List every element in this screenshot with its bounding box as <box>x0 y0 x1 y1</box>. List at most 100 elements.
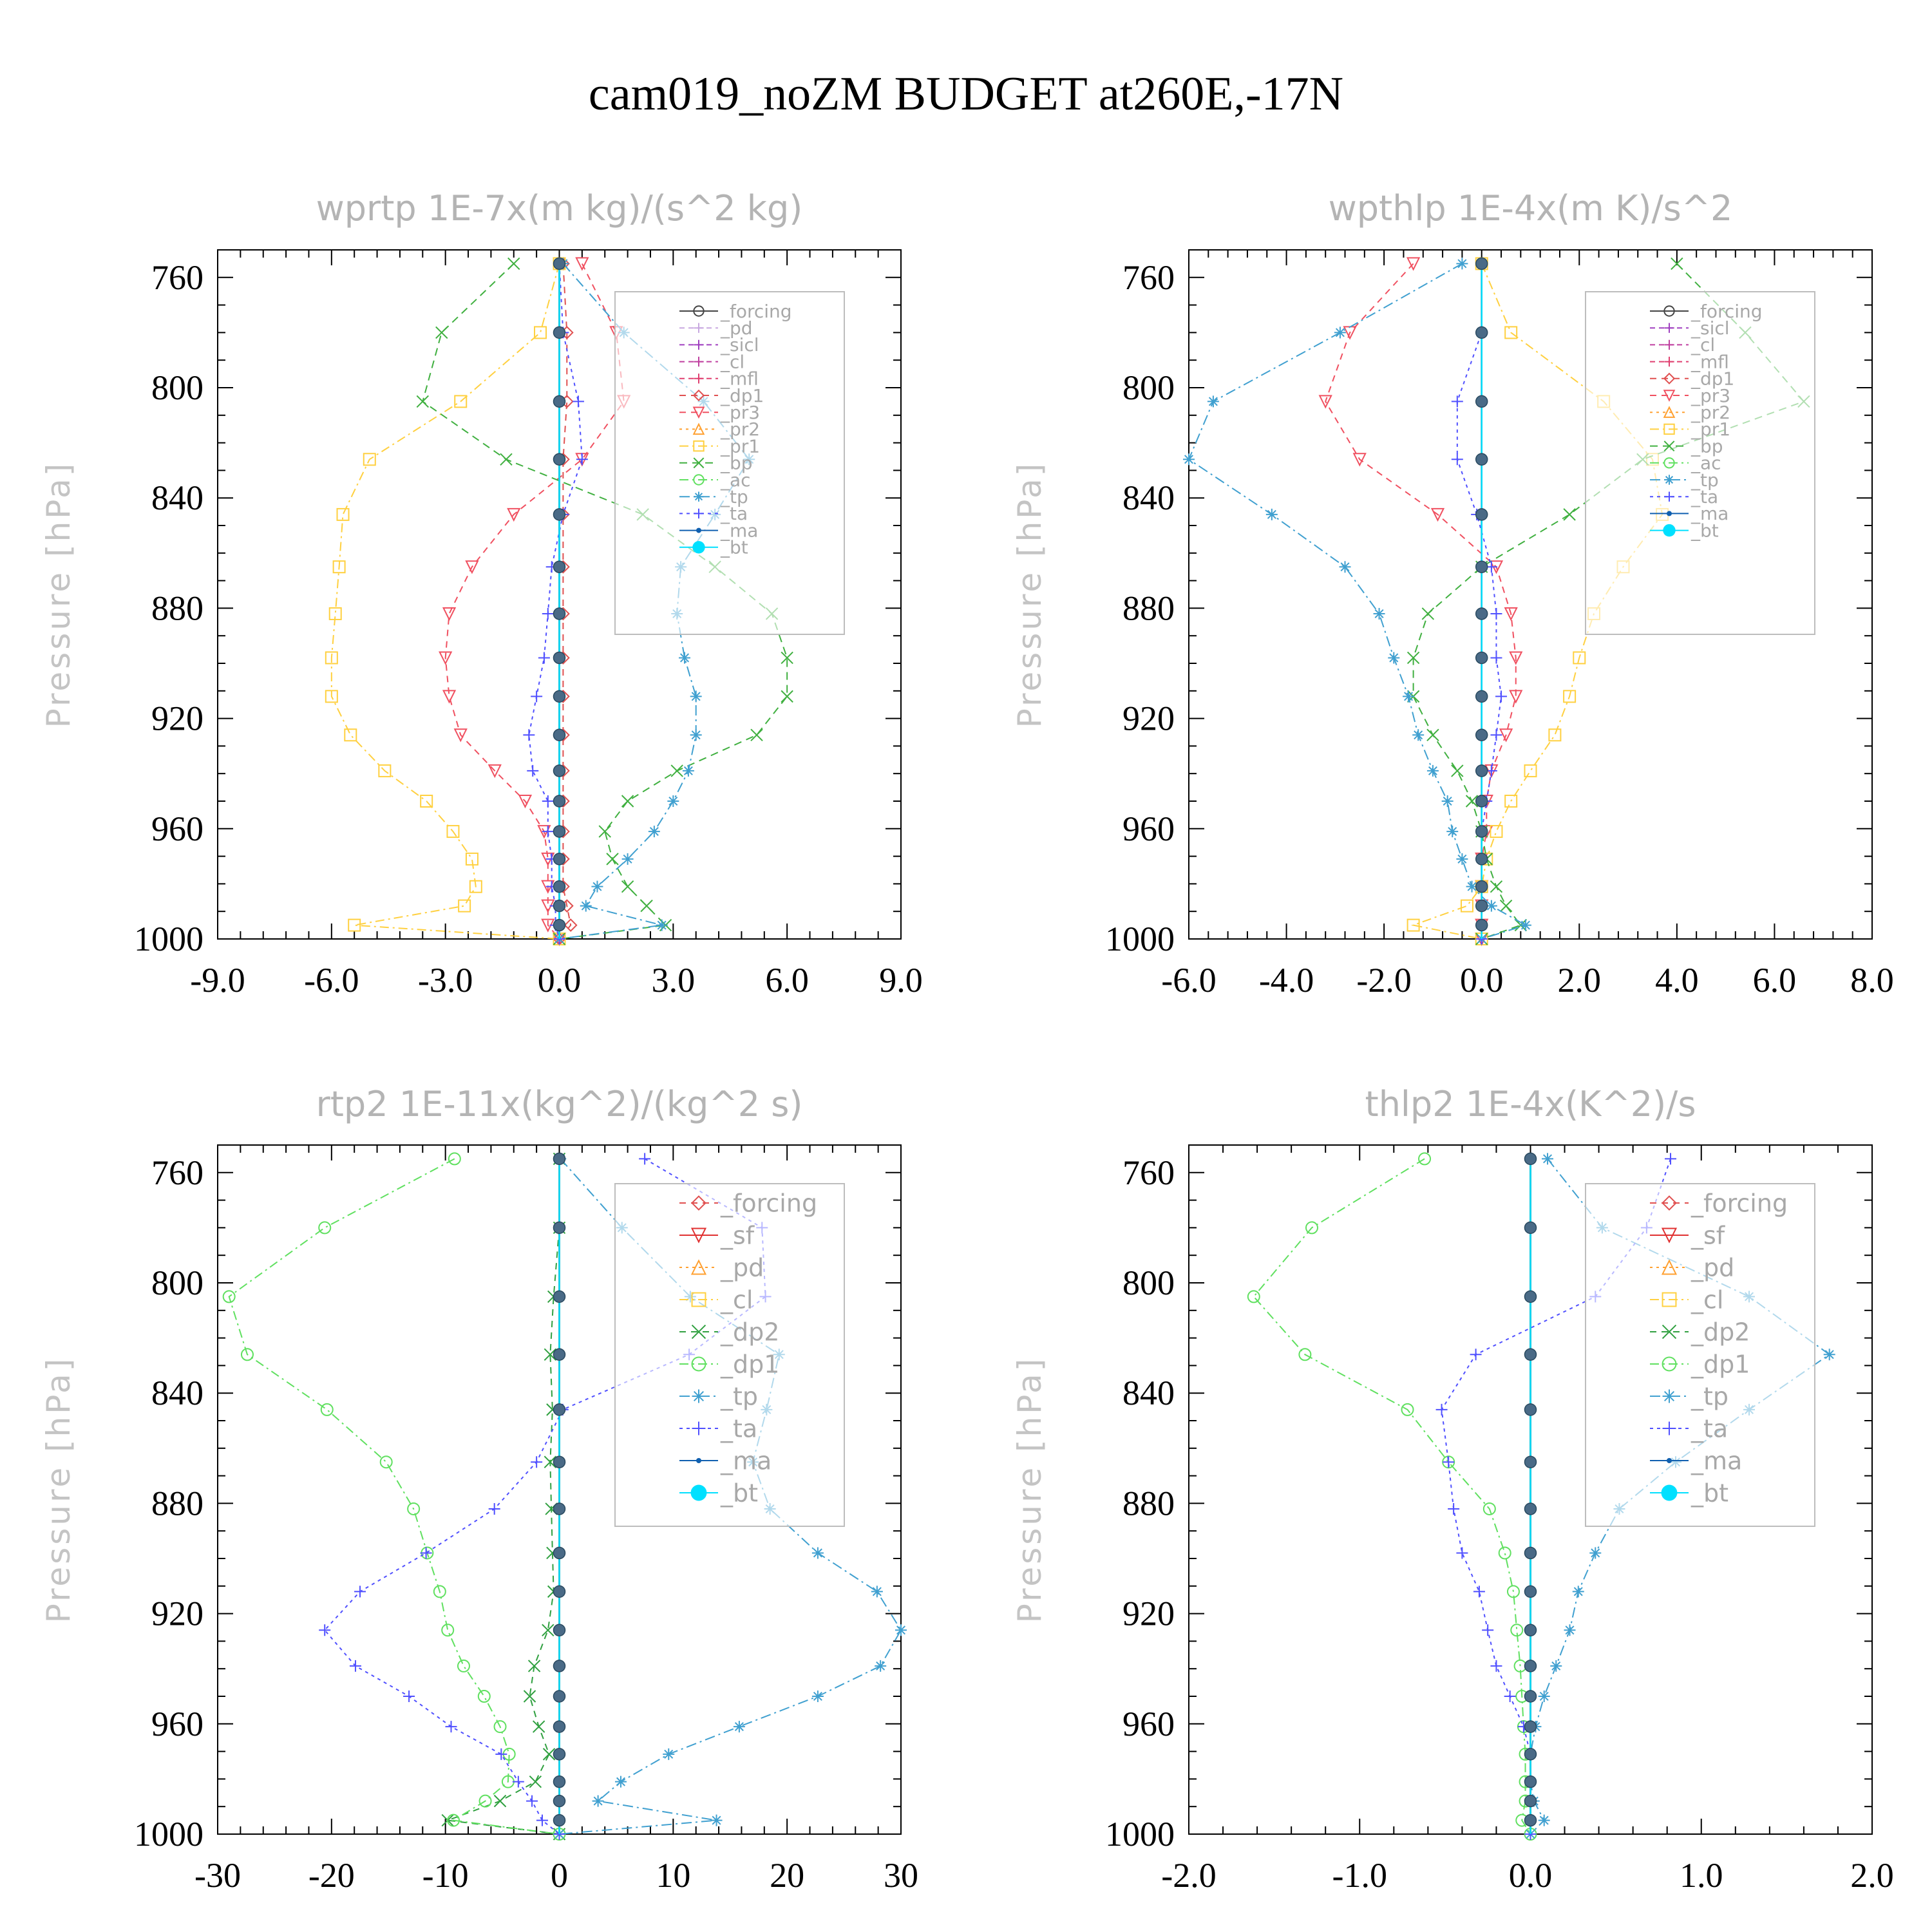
legend-label: _forcing <box>1690 301 1763 322</box>
series-line <box>1325 263 1517 939</box>
legend-label: _bt <box>1690 1479 1728 1507</box>
data-point <box>1524 1748 1537 1761</box>
data-point <box>576 453 588 466</box>
data-point <box>439 651 453 665</box>
series-pr3 <box>439 257 631 947</box>
data-point <box>1183 453 1195 466</box>
data-point <box>1524 1814 1537 1827</box>
data-point <box>1475 508 1488 521</box>
x-tick-label: -3.0 <box>418 961 473 999</box>
data-point <box>1265 508 1278 520</box>
data-point <box>447 1814 460 1827</box>
legend-marker <box>1661 1259 1678 1275</box>
legend-marker <box>694 356 704 367</box>
legend-marker <box>696 527 701 533</box>
data-point <box>621 795 634 808</box>
x-tick-label: 10 <box>656 1856 690 1895</box>
data-point <box>1542 1153 1554 1165</box>
legend-marker <box>1662 1195 1677 1211</box>
data-point <box>690 690 702 703</box>
panel-title: thlp2 1E-4x(K^2)/s <box>1365 1084 1696 1124</box>
data-point <box>1451 395 1463 408</box>
data-point <box>1412 729 1425 741</box>
data-point <box>495 1748 507 1760</box>
data-point <box>420 795 433 808</box>
y-tick-label: 1000 <box>134 1815 204 1853</box>
panel-rtp2: rtp2 1E-11x(kg^2)/(kg^2 s) Pressure [hPa]… <box>40 1084 918 1895</box>
y-tick-label: 960 <box>1122 1705 1175 1743</box>
data-point <box>445 1721 457 1733</box>
data-point <box>553 1775 566 1788</box>
data-point <box>478 1794 492 1808</box>
y-tick-label: 840 <box>1122 478 1175 517</box>
data-point <box>682 764 694 777</box>
data-point <box>363 453 376 466</box>
data-point <box>531 690 543 703</box>
data-point <box>811 1690 824 1702</box>
legend-label: _pr1 <box>720 435 760 457</box>
data-point <box>1509 651 1523 665</box>
data-point <box>1504 795 1518 808</box>
data-point <box>1334 327 1346 339</box>
data-point <box>469 880 482 893</box>
zero-line-markers <box>553 1152 566 1827</box>
legend-label: _bp <box>720 453 753 474</box>
data-point <box>325 651 338 665</box>
legend-box <box>614 1183 845 1527</box>
data-point <box>591 880 603 893</box>
data-point <box>1475 795 1488 808</box>
y-tick-label: 760 <box>151 258 204 297</box>
data-point <box>534 326 547 339</box>
data-point <box>442 690 457 704</box>
y-tick-label: 880 <box>151 589 204 627</box>
legend-marker <box>1663 305 1675 317</box>
data-point <box>1510 1624 1524 1637</box>
data-point <box>1298 1348 1312 1361</box>
data-point <box>1451 453 1463 466</box>
legend-marker <box>694 374 704 384</box>
data-point <box>1456 1547 1468 1559</box>
data-point <box>1456 853 1468 865</box>
data-point <box>1490 607 1502 620</box>
data-point <box>690 729 702 741</box>
data-point <box>1548 728 1562 742</box>
x-tick-label: 0.0 <box>538 961 582 999</box>
data-point <box>1485 900 1497 912</box>
data-point <box>1388 652 1400 664</box>
legend-label: _sf <box>1690 1221 1726 1249</box>
x-tick-label: 8.0 <box>1850 961 1894 999</box>
data-point <box>348 918 361 932</box>
series-tp <box>1183 258 1531 945</box>
data-point <box>553 453 566 466</box>
data-point <box>553 764 566 777</box>
data-point <box>1589 1547 1602 1559</box>
legend-label: _bt <box>720 1479 758 1507</box>
legend-marker <box>694 491 704 502</box>
data-point <box>553 795 566 808</box>
data-point <box>1519 919 1531 931</box>
data-point <box>553 1221 566 1235</box>
legend-marker <box>694 323 704 333</box>
data-point <box>325 690 338 703</box>
data-point <box>553 1690 566 1703</box>
data-point <box>1406 651 1420 665</box>
legend-marker <box>693 457 705 469</box>
data-point <box>553 1660 566 1672</box>
data-point <box>442 607 457 621</box>
data-point <box>553 1152 566 1166</box>
data-point <box>1506 1585 1520 1598</box>
data-point <box>1504 1690 1516 1702</box>
data-point <box>1499 728 1513 743</box>
y-tick-label: 760 <box>151 1153 204 1192</box>
legend-label: _cl <box>720 351 744 372</box>
data-point <box>1352 453 1367 467</box>
legend-marker <box>692 1389 706 1403</box>
data-point <box>1339 561 1351 573</box>
legend-label: _bt <box>1690 520 1719 541</box>
data-point <box>379 1455 393 1469</box>
data-point <box>553 1546 566 1560</box>
legend-label: _ta <box>1690 486 1718 507</box>
data-point <box>1524 1660 1537 1672</box>
y-tick-label: 920 <box>1122 1595 1175 1633</box>
data-point <box>663 1748 675 1760</box>
